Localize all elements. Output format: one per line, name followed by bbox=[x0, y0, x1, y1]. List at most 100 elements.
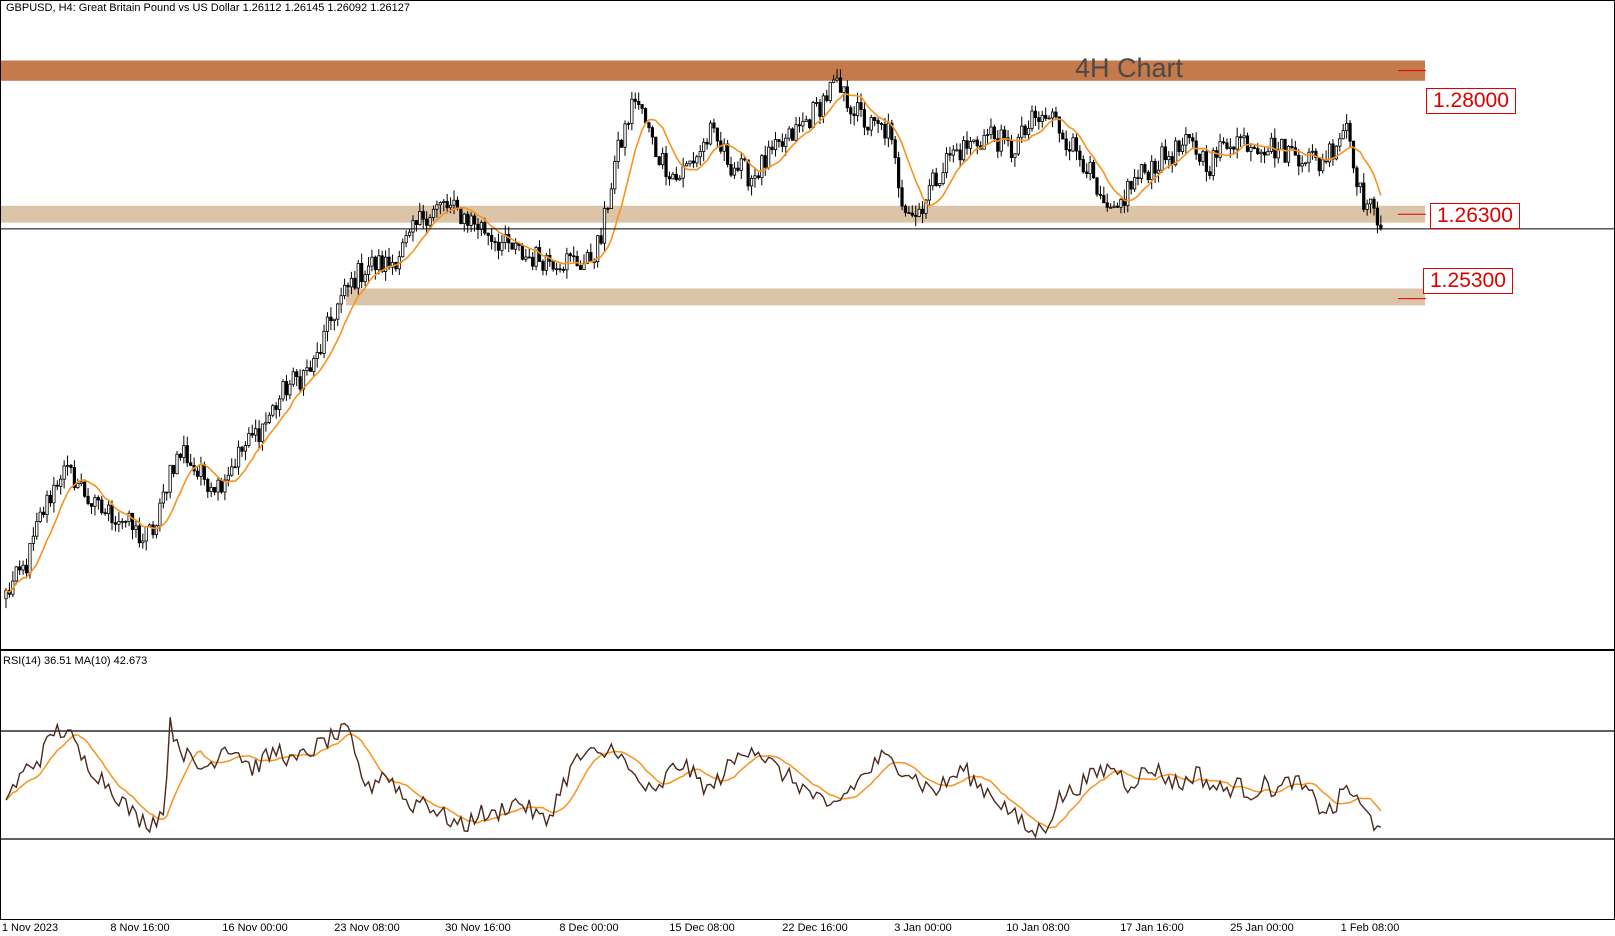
candle-body bbox=[83, 481, 87, 497]
candle-body bbox=[1221, 141, 1226, 144]
candle-body bbox=[1153, 160, 1157, 174]
candle-body bbox=[578, 265, 583, 270]
candle-body bbox=[1338, 138, 1342, 147]
candle-body bbox=[1071, 137, 1075, 152]
candle-body bbox=[96, 497, 100, 501]
candle-body bbox=[777, 139, 781, 142]
candle-body bbox=[274, 405, 278, 410]
candle-body bbox=[1091, 161, 1096, 179]
candle-body bbox=[137, 525, 141, 544]
candle-body bbox=[1174, 140, 1178, 166]
candle-body bbox=[1184, 134, 1188, 146]
candle-body bbox=[941, 172, 945, 185]
candle-body bbox=[247, 433, 251, 446]
price-moving-average-line bbox=[5, 92, 1382, 594]
candle-body bbox=[859, 102, 863, 110]
candle-body bbox=[315, 351, 319, 359]
candle-body bbox=[281, 381, 285, 400]
candle-body bbox=[1276, 148, 1280, 159]
candle-body bbox=[209, 486, 213, 492]
candle-body bbox=[620, 139, 624, 148]
candle-body bbox=[1317, 157, 1321, 172]
candle-body bbox=[1054, 111, 1058, 118]
candle-body bbox=[835, 77, 839, 81]
candle-body bbox=[1085, 171, 1089, 175]
candle-body bbox=[384, 256, 388, 273]
candle-body bbox=[596, 235, 600, 263]
candle-body bbox=[664, 152, 668, 178]
candle-body bbox=[1163, 146, 1167, 161]
candle-body bbox=[1088, 161, 1092, 175]
candle-body bbox=[442, 201, 446, 203]
candle-body bbox=[1115, 205, 1120, 208]
candle-body bbox=[459, 207, 463, 224]
x-axis-label: 22 Dec 16:00 bbox=[782, 922, 848, 934]
candle-body bbox=[551, 260, 555, 270]
candle-body bbox=[972, 139, 976, 142]
candle-body bbox=[531, 256, 535, 267]
candle-body bbox=[654, 136, 658, 158]
candle-body bbox=[513, 242, 518, 250]
candle-body bbox=[732, 167, 737, 176]
candle-body bbox=[1126, 181, 1130, 206]
candle-body bbox=[1136, 177, 1140, 180]
candle-body bbox=[1252, 146, 1256, 149]
candle-body bbox=[428, 217, 432, 226]
candle-body bbox=[1225, 142, 1229, 149]
candle-body bbox=[1040, 114, 1044, 123]
candle-body bbox=[749, 177, 754, 187]
candle-body bbox=[568, 253, 572, 257]
candle-body bbox=[934, 172, 938, 186]
candle-body bbox=[626, 123, 631, 125]
candle-body bbox=[1003, 129, 1007, 139]
candle-body bbox=[524, 256, 528, 260]
candle-body bbox=[855, 102, 860, 117]
candle-body bbox=[893, 139, 897, 159]
candle-body bbox=[206, 479, 210, 492]
candle-body bbox=[1095, 177, 1099, 195]
candle-body bbox=[1160, 146, 1164, 171]
candle-body bbox=[288, 383, 292, 396]
candle-body bbox=[804, 119, 808, 123]
candle-body bbox=[404, 235, 408, 244]
candle-body bbox=[1262, 151, 1267, 156]
candle-body bbox=[366, 265, 371, 275]
candle-body bbox=[753, 175, 757, 179]
candle-body bbox=[189, 462, 193, 466]
candle-body bbox=[702, 141, 706, 152]
candle-body bbox=[431, 208, 436, 219]
candle-body bbox=[158, 502, 162, 527]
candle-body bbox=[21, 564, 25, 571]
candle-body bbox=[609, 188, 613, 209]
candle-body bbox=[322, 330, 326, 354]
candle-body bbox=[479, 222, 483, 230]
x-axis-label: 25 Jan 00:00 bbox=[1230, 922, 1294, 934]
candle-body bbox=[1300, 163, 1304, 167]
candle-body bbox=[791, 128, 795, 141]
candle-body bbox=[602, 207, 607, 244]
candle-body bbox=[780, 141, 784, 147]
candle-body bbox=[213, 486, 217, 493]
candle-body bbox=[931, 172, 935, 187]
candle-body bbox=[821, 95, 825, 117]
candle-body bbox=[1119, 198, 1123, 208]
candle-body bbox=[1331, 143, 1335, 160]
rsi-moving-average-line bbox=[5, 733, 1382, 829]
candle-body bbox=[250, 433, 254, 436]
candle-body bbox=[141, 540, 145, 544]
candle-body bbox=[684, 163, 689, 167]
candle-body bbox=[86, 495, 90, 504]
candle-body bbox=[643, 108, 648, 124]
candle-body bbox=[1009, 140, 1014, 159]
candle-body bbox=[1150, 160, 1154, 181]
x-axis-label: 17 Jan 16:00 bbox=[1120, 922, 1184, 934]
candle-body bbox=[31, 535, 35, 544]
candle-body bbox=[154, 525, 159, 536]
candle-body bbox=[48, 494, 53, 504]
candle-body bbox=[448, 204, 453, 209]
level-zone bbox=[0, 205, 1425, 223]
candle-body bbox=[599, 235, 603, 244]
candle-body bbox=[1013, 153, 1017, 159]
candle-body bbox=[435, 204, 439, 210]
